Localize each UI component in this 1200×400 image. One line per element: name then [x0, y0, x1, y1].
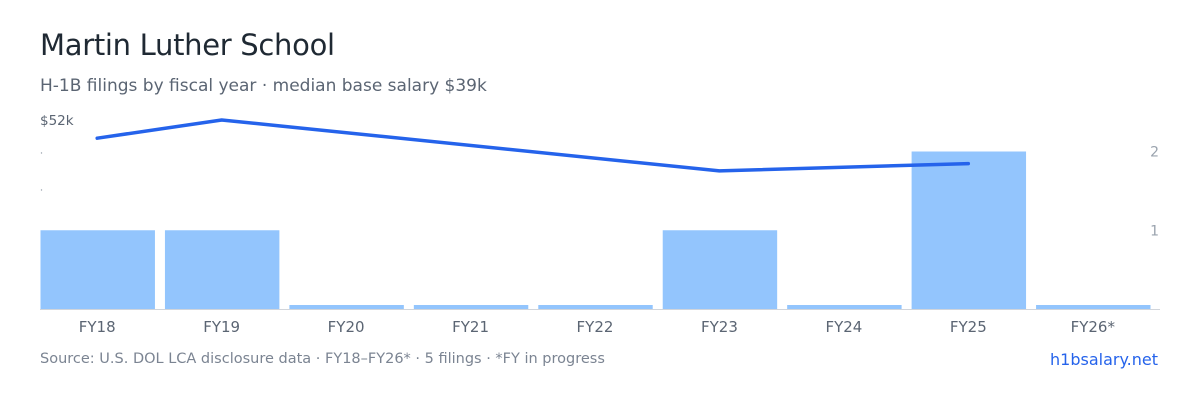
bar-fy19 — [164, 230, 280, 309]
y-right-tick-label: 1 — [1150, 223, 1159, 239]
bar-fy18 — [40, 230, 155, 309]
y-right-tick-label: 2 — [1150, 145, 1159, 161]
x-tick-label: FY24 — [825, 318, 862, 336]
bar-fy22 — [538, 305, 653, 309]
x-tick-label: FY23 — [701, 318, 738, 336]
chart-subtitle: H-1B filings by fiscal year · median bas… — [40, 76, 487, 96]
source-note: Source: U.S. DOL LCA disclosure data · F… — [40, 351, 605, 367]
x-tick-label: FY21 — [452, 318, 489, 336]
y-left-tick-label: $52k — [40, 113, 74, 129]
y-left-minor-tick — [40, 189, 43, 191]
bar-fy20 — [289, 305, 404, 309]
filings-salary-chart: FY18 FY19 FY20 FY21 FY22 FY23 FY24 FY25 FY26* $52… — [40, 113, 1160, 336]
x-tick-label: FY26* — [1071, 318, 1116, 336]
bar-fy23 — [662, 230, 778, 309]
bar-fy25 — [911, 151, 1027, 309]
y-left-minor-tick — [40, 152, 43, 154]
x-tick-label: FY25 — [950, 318, 987, 336]
salary-line — [95, 118, 971, 173]
bar-fy24 — [787, 305, 902, 309]
x-tick-label: FY20 — [328, 318, 365, 336]
x-tick-label: FY18 — [79, 318, 116, 336]
bar-fy26-star — [1036, 305, 1151, 309]
brand-link[interactable]: h1bsalary.net — [1050, 350, 1158, 369]
x-tick-label: FY19 — [203, 318, 240, 336]
bar-fy21 — [413, 305, 529, 309]
chart-title: Martin Luther School — [40, 28, 335, 62]
x-tick-label: FY22 — [577, 318, 614, 336]
